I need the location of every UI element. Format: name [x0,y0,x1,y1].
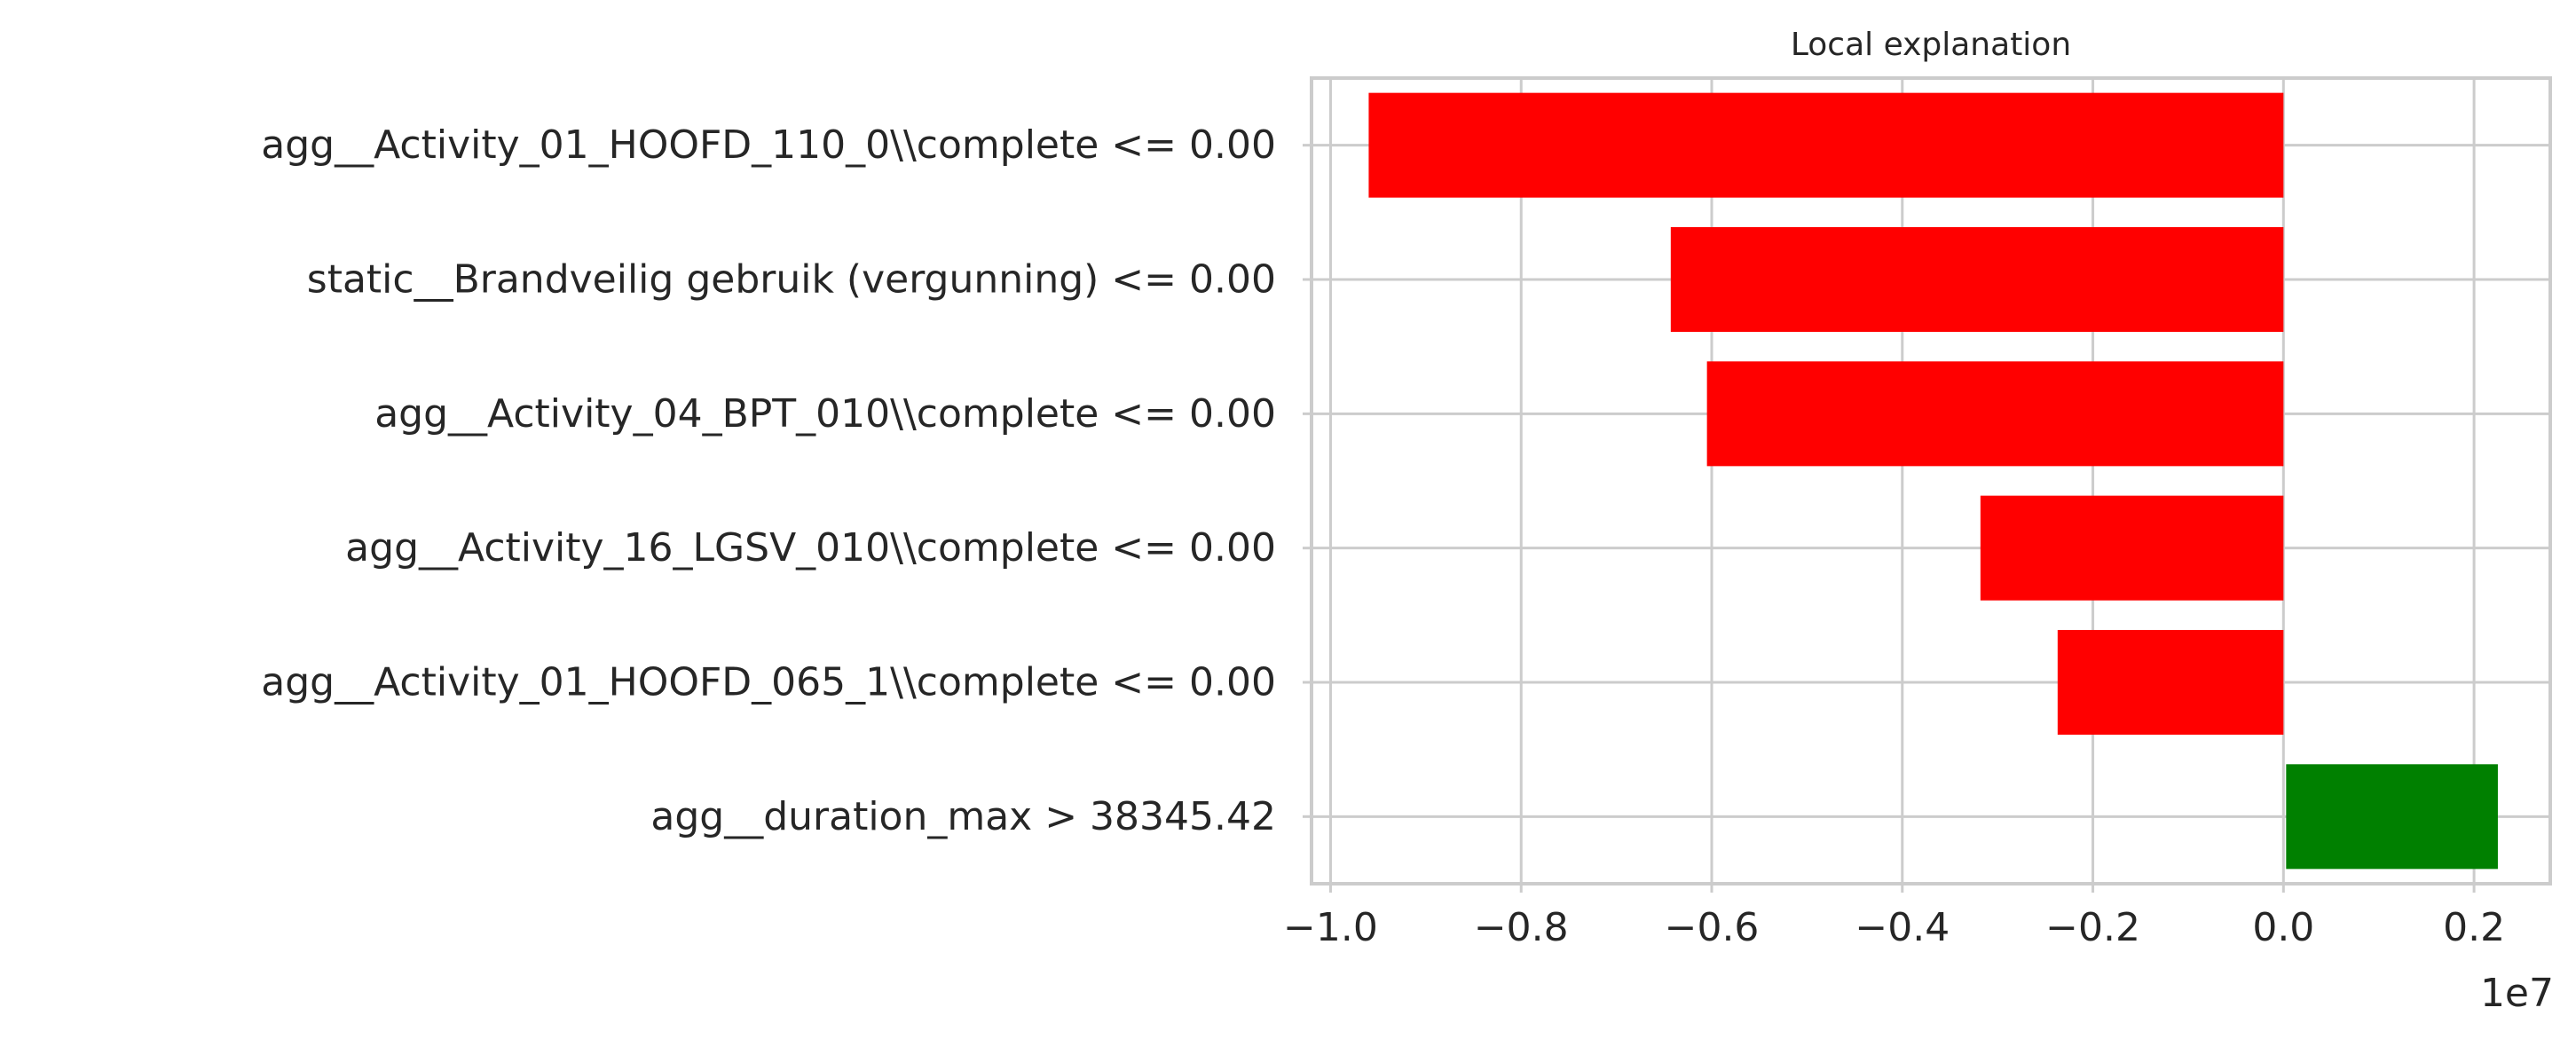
chart-title: Local explanation [1791,27,2071,63]
plot-frame [1303,76,2552,893]
bar [2286,764,2498,870]
x-axis-offset-label: 1e7 [2480,971,2554,1016]
category-label: agg__Activity_16_LGSV_010\\complete <= 0… [345,525,1276,571]
bar [1670,226,2284,333]
category-label: agg__Activity_04_BPT_010\\complete <= 0.… [374,391,1276,437]
bar [1980,495,2284,601]
grid-lines [1312,78,2550,884]
x-tick-label: −0.8 [1474,905,1569,950]
x-tick-label: −1.0 [1283,905,1378,950]
x-tick-label: 0.0 [2252,905,2314,950]
category-label: agg__Activity_01_HOOFD_065_1\\complete <… [261,660,1276,705]
x-tick-labels: −1.0 −0.8 −0.6 −0.4 −0.2 0.0 0.2 [1283,905,2505,950]
x-tick-label: 0.2 [2443,905,2505,950]
x-tick-label: −0.4 [1855,905,1950,950]
bar [1368,92,2284,198]
category-labels: agg__Activity_01_HOOFD_110_0\\complete <… [261,122,1276,839]
bar [1706,361,2284,467]
x-tick-label: −0.6 [1665,905,1760,950]
category-label: agg__duration_max > 38345.42 [650,794,1276,839]
category-label: agg__Activity_01_HOOFD_110_0\\complete <… [261,122,1276,168]
x-tick-label: −0.2 [2045,905,2140,950]
bars [1368,92,2498,870]
category-label: static__Brandveilig gebruik (vergunning)… [307,257,1276,303]
plot-border [1310,76,2552,886]
bar [2057,629,2284,736]
